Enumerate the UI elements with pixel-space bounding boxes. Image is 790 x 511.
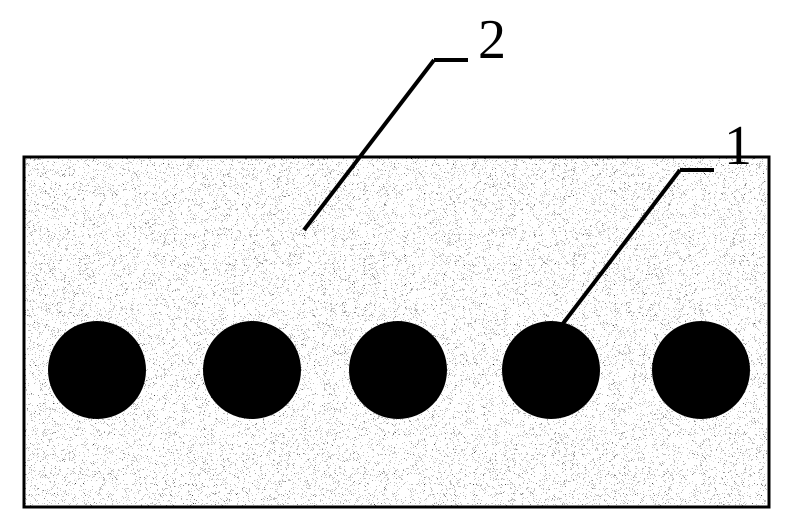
callout-leader (555, 170, 680, 334)
callout-leader (304, 60, 434, 230)
callout-lines (0, 0, 790, 511)
callout-label-2: 2 (478, 12, 506, 68)
figure-canvas: 21 (0, 0, 790, 511)
callout-label-1: 1 (724, 118, 752, 174)
